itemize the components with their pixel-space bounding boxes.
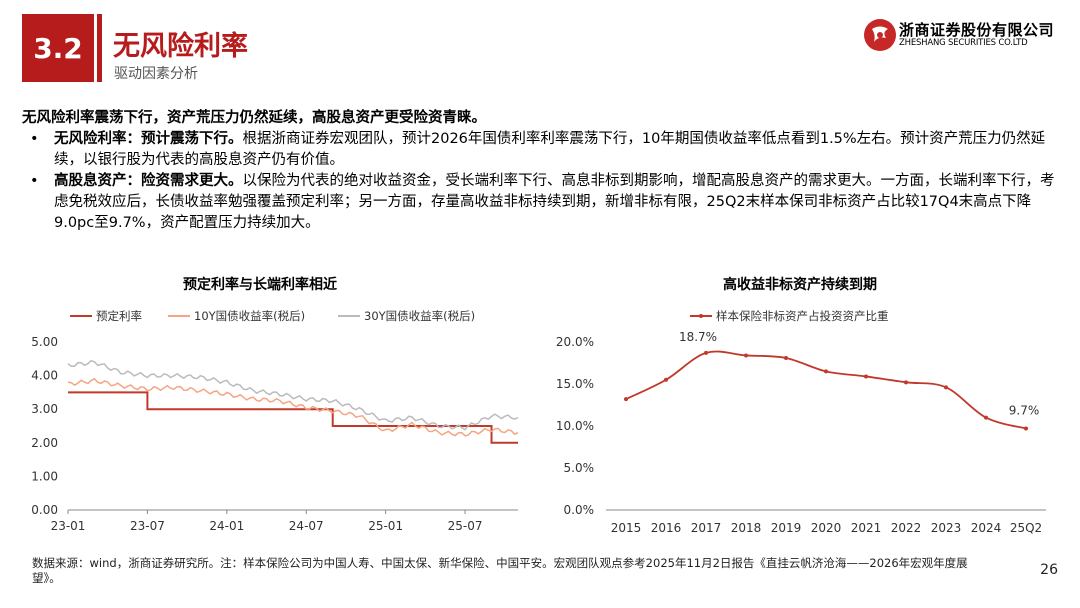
y-tick-label: 1.00 [31, 469, 58, 483]
page-number: 26 [1040, 562, 1058, 578]
x-tick-label: 2017 [691, 521, 722, 535]
bullet-dot: • [30, 131, 39, 147]
bullet-label: 高股息资产：险资需求更大。 [54, 173, 243, 189]
series-line [625, 350, 1027, 430]
company-logo: 浙商证券股份有限公司 ZHESHANG SECURITIES CO.LTD [863, 18, 1063, 52]
x-tick-label: 23-07 [130, 519, 165, 533]
summary-lead: 无风险利率震荡下行，资产荒压力仍然延续，高股息资产更受险资青睐。 [22, 110, 486, 126]
y-tick-label: 4.00 [31, 369, 58, 383]
right-chart-series: 18.7% 9.7% [624, 330, 1039, 431]
series-line [67, 359, 519, 431]
y-tick-label: 5.00 [31, 335, 58, 349]
data-label: 18.7% [679, 330, 717, 344]
logo-mark-icon [864, 19, 896, 51]
right-chart-title: 高收益非标资产持续到期 [723, 277, 877, 293]
legend-label: 样本保险非标资产占投资资产比重 [716, 309, 889, 323]
y-tick-label: 15.0% [556, 377, 594, 391]
data-point [664, 377, 668, 382]
left-chart-axes: 5.00 4.00 3.00 2.00 1.00 0.00 23-01 23-07 24-01 2… [31, 335, 518, 533]
x-tick-label: 25Q2 [1010, 521, 1042, 535]
x-tick-label: 2024 [971, 521, 1002, 535]
data-point [624, 397, 628, 402]
x-tick-label: 24-07 [289, 519, 324, 533]
data-point [784, 355, 788, 360]
x-tick-label: 2016 [651, 521, 682, 535]
y-tick-label: 20.0% [556, 335, 594, 349]
y-tick-label: 2.00 [31, 436, 58, 450]
left-line-chart: 预定利率 10Y国债收益率(税后) 30Y国债收益率(税后) 5.00 4.00 3.0… [31, 309, 519, 533]
footnote: 数据来源：wind，浙商证券研究所。注：样本保险公司为中国人寿、中国太保、新华保… [32, 556, 968, 585]
x-tick-label: 2015 [611, 521, 642, 535]
bullet-text: 以保险为代表的绝对收益资金，受长端利率下行、高息非标到期影响，增配高股息资产的需… [54, 173, 1055, 231]
y-tick-label: 0.00 [31, 503, 58, 517]
data-point [824, 369, 828, 374]
bullet-risk-free-rate: • 无风险利率：预计震荡下行。根据浙商证券宏观团队，预计2026年国债利率利率震荡… [22, 129, 1058, 171]
data-point [744, 353, 748, 358]
section-number: 3.2 [33, 31, 83, 65]
page-subtitle: 驱动因素分析 [114, 66, 198, 82]
logo-name-cn: 浙商证券股份有限公司 [899, 21, 1055, 39]
data-point [944, 385, 948, 390]
legend-label: 10Y国债收益率(税后) [194, 309, 305, 323]
x-tick-label: 2022 [891, 521, 922, 535]
right-line-chart: 样本保险非标资产占投资资产比重 20.0%15.0%10.0%5.0%0.0%2… [556, 309, 1046, 535]
x-tick-label: 2018 [731, 521, 762, 535]
accent-bar [97, 14, 102, 82]
left-chart-title: 预定利率与长端利率相近 [183, 277, 337, 293]
bullet-text: 根据浙商证券宏观团队，预计2026年国债利率利率震荡下行，10年期国债收益率低点… [54, 131, 1046, 168]
x-tick-label: 25-07 [448, 519, 483, 533]
bullet-high-dividend: • 高股息资产：险资需求更大。以保险为代表的绝对收益资金，受长端利率下行、高息非标… [22, 171, 1058, 234]
data-point [984, 415, 988, 420]
x-tick-label: 2023 [931, 521, 962, 535]
bullet-label: 无风险利率：预计震荡下行。 [54, 131, 243, 147]
x-tick-label: 2019 [771, 521, 802, 535]
summary-block: 无风险利率震荡下行，资产荒压力仍然延续，高股息资产更受险资青睐。 • 无风险利率：… [22, 108, 1058, 234]
data-point [704, 350, 708, 355]
series-line [67, 377, 519, 437]
data-point [904, 380, 908, 385]
y-tick-label: 5.0% [564, 461, 595, 475]
section-number-badge: 3.2 [22, 14, 94, 82]
x-tick-label: 2020 [811, 521, 842, 535]
legend-marker [699, 314, 703, 318]
x-tick-label: 23-01 [51, 519, 86, 533]
y-tick-label: 10.0% [556, 419, 594, 433]
page-title: 无风险利率 [113, 31, 248, 62]
legend-label: 30Y国债收益率(税后) [364, 309, 475, 323]
y-tick-label: 3.00 [31, 402, 58, 416]
left-chart-series [67, 359, 519, 444]
right-chart-axes: 20.0% 15.0% 10.0% 5.0% 0.0% 2015 2016 2017 2018 2… [556, 335, 1046, 535]
data-point [1024, 426, 1028, 431]
y-tick-label: 0.0% [564, 503, 595, 517]
x-tick-label: 2021 [851, 521, 882, 535]
data-label: 9.7% [1009, 404, 1040, 418]
x-tick-label: 24-01 [209, 519, 244, 533]
left-chart-legend: 预定利率 10Y国债收益率(税后) 30Y国债收益率(税后) [70, 309, 475, 323]
legend-label: 预定利率 [96, 309, 142, 323]
bullet-dot: • [30, 173, 39, 189]
right-chart-legend: 样本保险非标资产占投资资产比重 [690, 309, 889, 323]
series-line [68, 391, 518, 444]
data-point [864, 374, 868, 379]
x-tick-label: 25-01 [368, 519, 403, 533]
logo-name-en: ZHESHANG SECURITIES CO.LTD [899, 38, 1028, 48]
